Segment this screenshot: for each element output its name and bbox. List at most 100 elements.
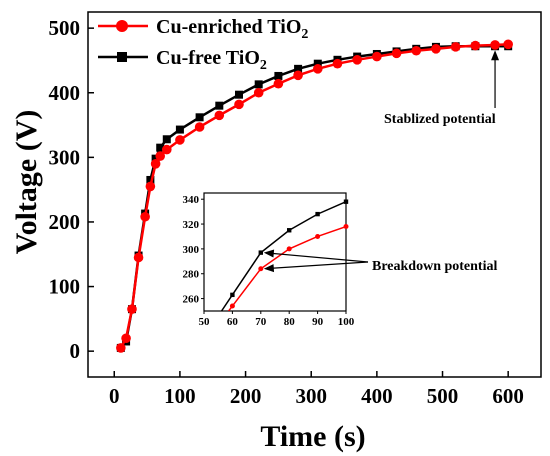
series-point: [150, 159, 161, 169]
x-tick-label: 0: [109, 384, 120, 408]
inset-series-line-1: [220, 201, 346, 311]
series-point: [127, 304, 137, 314]
inset-y-tick-label: 260: [183, 294, 200, 306]
series-point: [431, 44, 441, 54]
series-point: [332, 58, 343, 69]
series-point: [194, 122, 205, 132]
inset-series-point: [286, 246, 292, 252]
series-point: [274, 71, 283, 80]
series-point: [313, 59, 322, 68]
series-point: [234, 99, 244, 110]
series-point: [372, 51, 382, 62]
annotation-breakdown-label: Breakdown potential: [372, 259, 497, 274]
legend-entry-cu-enriched: Cu-enriched TiO2: [98, 16, 308, 42]
series-point: [273, 78, 284, 89]
series-point: [116, 343, 126, 353]
inset-plot-area: [203, 192, 347, 312]
legend-marker-square: [117, 52, 127, 62]
series-point: [133, 252, 144, 263]
annotation-stabilized: Stablized potential: [384, 50, 500, 127]
series-point: [470, 40, 481, 51]
series-point: [121, 333, 131, 344]
breakdown-arrow: [271, 261, 369, 269]
series-point: [235, 90, 243, 99]
series-point: [151, 154, 160, 163]
legend: Cu-enriched TiO2 Cu-free TiO2: [98, 16, 308, 73]
inset-series-group: [220, 199, 349, 311]
svg-text:Cu-enriched TiO2: Cu-enriched TiO2: [156, 16, 308, 42]
y-tick-label: 100: [49, 275, 81, 299]
series-point: [145, 181, 156, 192]
breakdown-arrow-head: [263, 249, 275, 258]
inset-series-point: [230, 292, 235, 298]
x-tick-label: 300: [295, 384, 327, 408]
inset-series-point: [287, 228, 292, 233]
breakdown-arrow: [271, 252, 369, 263]
series-point: [391, 48, 402, 59]
inset-y-tick-label: 320: [183, 219, 200, 231]
inset-x-tick-label: 100: [338, 316, 355, 328]
series-point: [162, 135, 171, 144]
x-axis-title: Time (s): [260, 420, 365, 453]
inset-series-point: [343, 199, 349, 204]
inset-x-tick-label: 70: [255, 316, 267, 328]
series-point: [294, 64, 303, 73]
series-point: [293, 70, 303, 81]
series-point: [352, 55, 362, 65]
series-point: [503, 39, 513, 50]
y-tick-label: 0: [70, 339, 81, 363]
y-tick-label: 500: [49, 16, 81, 40]
x-tick-label: 400: [361, 384, 393, 408]
series-point: [490, 40, 500, 50]
series-point: [254, 80, 263, 89]
inset-axis-ticks: 50 60 70 80 90 100 260 280 300 320 340: [183, 194, 355, 328]
inset-series-point: [315, 233, 321, 239]
series-point: [146, 175, 155, 184]
series-point: [175, 135, 185, 145]
series-point: [215, 101, 224, 110]
inset-x-tick-label: 60: [227, 316, 239, 328]
legend-label-cu-free: Cu-free TiO: [156, 47, 260, 69]
series-point: [312, 64, 323, 74]
y-tick-label: 400: [49, 81, 81, 105]
legend-subscript: 2: [260, 58, 267, 73]
series-point: [175, 125, 184, 134]
inset-series-point: [343, 224, 349, 230]
series-point: [156, 143, 165, 152]
series-point: [195, 113, 204, 122]
svg-text:Cu-free TiO2: Cu-free TiO2: [156, 47, 267, 73]
x-tick-label: 500: [427, 384, 459, 408]
y-axis-title: Voltage (V): [10, 110, 43, 255]
series-point: [253, 87, 264, 98]
inset-series-point: [258, 250, 263, 255]
inset-x-tick-label: 50: [199, 316, 211, 328]
series-point: [155, 151, 166, 161]
inset-y-tick-label: 340: [183, 194, 200, 206]
legend-entry-cu-free: Cu-free TiO2: [98, 47, 267, 73]
inset-x-tick-label: 90: [312, 316, 324, 328]
breakdown-arrow-head: [263, 264, 275, 273]
inset-y-tick-label: 280: [183, 269, 200, 281]
annotation-stabilized-label: Stablized potential: [384, 112, 496, 127]
series-point: [411, 45, 422, 56]
plot-area: [87, 11, 542, 378]
legend-subscript: 2: [301, 27, 308, 42]
main-series-group: [116, 39, 513, 353]
series-point: [450, 42, 461, 52]
inset-series-point: [315, 211, 320, 217]
inset-series-point: [229, 303, 235, 309]
inset-x-tick-label: 80: [284, 316, 296, 328]
x-tick-label: 100: [164, 384, 196, 408]
y-tick-label: 300: [49, 145, 81, 169]
legend-label-cu-enriched: Cu-enriched TiO: [156, 16, 301, 38]
inset-series-point: [258, 266, 264, 272]
series-point: [214, 110, 225, 121]
x-tick-label: 200: [230, 384, 262, 408]
y-tick-label: 200: [49, 210, 81, 234]
main-axis-ticks: 0 100 200 300 400 500 600 0 100 200 300 400 500: [49, 16, 524, 408]
legend-marker-circle: [116, 20, 128, 32]
annotation-breakdown: Breakdown potential: [263, 249, 497, 274]
inset-y-tick-label: 300: [183, 244, 200, 256]
inset-background: [172, 185, 356, 333]
